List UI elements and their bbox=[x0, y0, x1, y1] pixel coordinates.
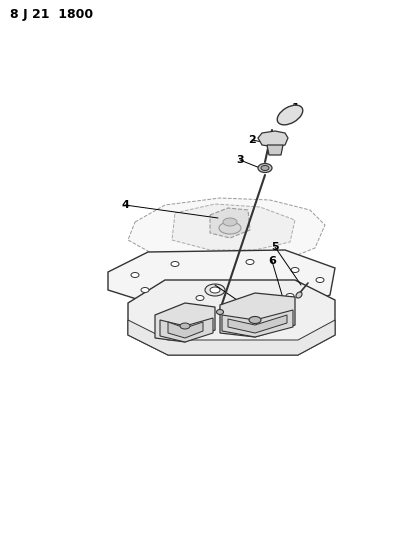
Ellipse shape bbox=[223, 218, 237, 226]
Ellipse shape bbox=[296, 292, 302, 298]
Ellipse shape bbox=[249, 317, 261, 324]
Ellipse shape bbox=[196, 295, 204, 301]
Polygon shape bbox=[228, 315, 287, 333]
Text: 2: 2 bbox=[248, 135, 256, 145]
Text: 5: 5 bbox=[271, 242, 279, 252]
Ellipse shape bbox=[205, 284, 225, 296]
Ellipse shape bbox=[171, 262, 179, 266]
Polygon shape bbox=[128, 320, 335, 355]
Polygon shape bbox=[172, 204, 295, 250]
Polygon shape bbox=[222, 310, 293, 337]
Polygon shape bbox=[168, 322, 203, 338]
Ellipse shape bbox=[210, 287, 220, 293]
Ellipse shape bbox=[131, 272, 139, 278]
Ellipse shape bbox=[277, 105, 303, 125]
Ellipse shape bbox=[261, 166, 269, 171]
Text: 1: 1 bbox=[292, 103, 300, 113]
Polygon shape bbox=[267, 145, 283, 155]
Text: 3: 3 bbox=[236, 155, 244, 165]
Text: 4: 4 bbox=[121, 200, 129, 210]
Polygon shape bbox=[128, 280, 335, 355]
Polygon shape bbox=[155, 303, 215, 342]
Polygon shape bbox=[160, 318, 213, 342]
Text: 7: 7 bbox=[236, 297, 244, 307]
Ellipse shape bbox=[219, 222, 241, 234]
Text: 8 J 21  1800: 8 J 21 1800 bbox=[10, 8, 93, 21]
Polygon shape bbox=[108, 250, 335, 308]
Ellipse shape bbox=[286, 294, 294, 298]
Ellipse shape bbox=[246, 260, 254, 264]
Polygon shape bbox=[220, 293, 295, 337]
Ellipse shape bbox=[180, 323, 190, 329]
Ellipse shape bbox=[141, 287, 149, 293]
Ellipse shape bbox=[316, 278, 324, 282]
Text: 6: 6 bbox=[268, 256, 276, 266]
Polygon shape bbox=[128, 198, 325, 263]
Ellipse shape bbox=[216, 310, 224, 314]
Ellipse shape bbox=[291, 268, 299, 272]
Polygon shape bbox=[210, 208, 250, 238]
Ellipse shape bbox=[258, 164, 272, 173]
Polygon shape bbox=[258, 131, 288, 147]
